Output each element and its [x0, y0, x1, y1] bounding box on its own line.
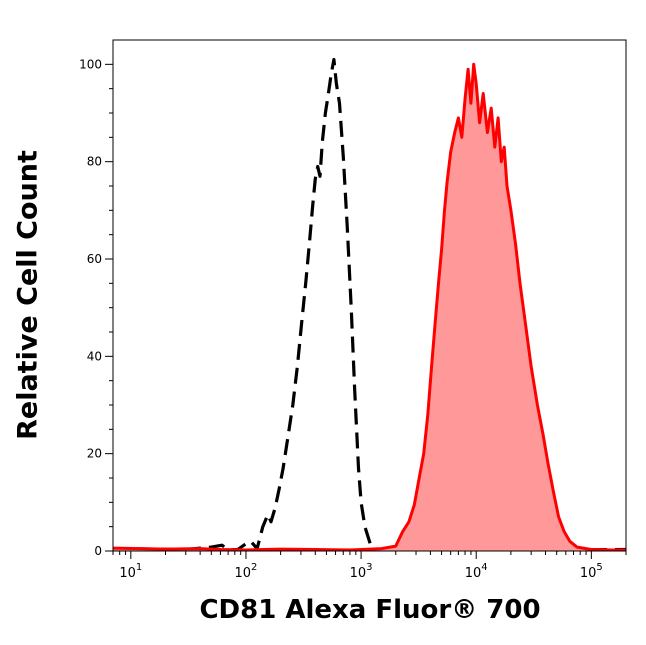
- y-tick-label: 100: [79, 57, 102, 71]
- y-tick-label: 60: [87, 252, 102, 266]
- series-line-0: [112, 57, 627, 552]
- x-tick-label: 103: [350, 562, 373, 581]
- x-tick-label: 101: [119, 562, 142, 581]
- y-tick-label: 20: [87, 447, 102, 461]
- y-tick-label: 40: [87, 349, 102, 363]
- series-area-1: [113, 64, 626, 552]
- x-tick-label: 104: [465, 562, 488, 581]
- x-tick-label: 105: [580, 562, 603, 581]
- y-tick-label: 80: [87, 155, 102, 169]
- x-axis-label: CD81 Alexa Fluor® 700: [199, 595, 541, 625]
- x-tick-label: 102: [234, 562, 257, 581]
- y-axis-label: Relative Cell Count: [12, 150, 44, 440]
- plot-frame: [112, 39, 627, 552]
- series-line-1: [112, 62, 626, 552]
- y-tick-label: 0: [94, 544, 102, 558]
